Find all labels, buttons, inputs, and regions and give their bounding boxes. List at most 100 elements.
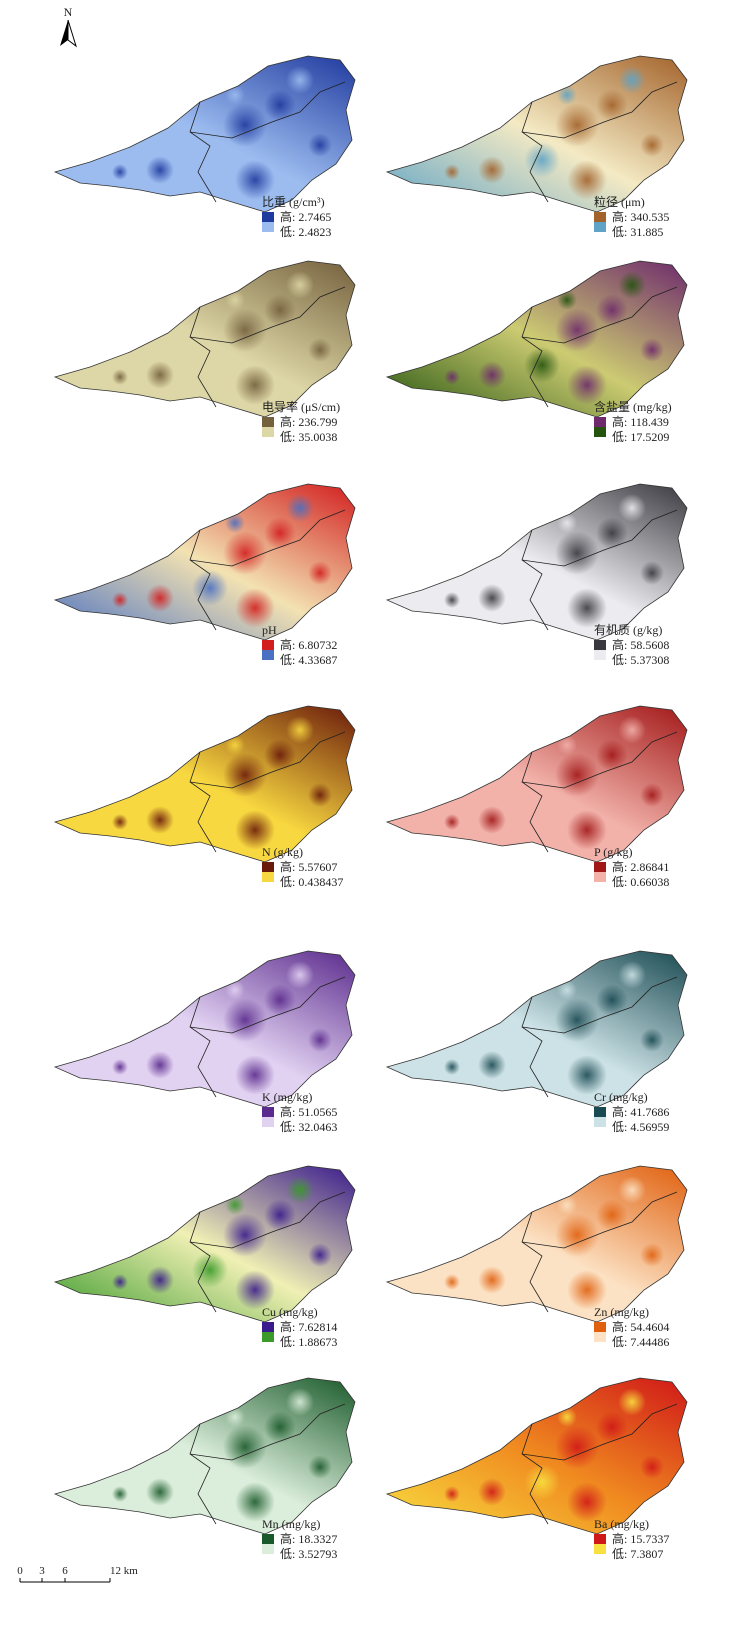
legend-swatch-high (594, 1322, 606, 1332)
legend-title: Cr (mg/kg) (594, 1090, 648, 1104)
blob (557, 1407, 577, 1427)
blob (308, 1455, 332, 1479)
blob (192, 347, 228, 383)
blob (235, 160, 275, 200)
legend-high: 高: 2.7465 (280, 209, 331, 224)
blob (524, 1252, 560, 1288)
blob (264, 89, 296, 121)
blob (555, 998, 599, 1042)
blob (286, 494, 314, 522)
sub-basin-boundary (521, 1191, 678, 1313)
blob (524, 792, 560, 828)
sub-basin-boundary (189, 1191, 346, 1313)
legend-low: 低: 0.438437 (280, 875, 343, 889)
legend-title: N (g/kg) (262, 845, 303, 859)
north-arrow: N (60, 5, 77, 48)
blob (596, 1411, 628, 1443)
blob (235, 1482, 275, 1522)
blob (146, 1266, 174, 1294)
blob (557, 980, 577, 1000)
blob (444, 164, 460, 180)
legend-high: 高: 54.4604 (612, 1319, 669, 1334)
legend-title: K (mg/kg) (262, 1090, 312, 1104)
blob (146, 1051, 174, 1079)
sub-basin-boundary (189, 509, 346, 631)
blob (567, 588, 607, 628)
outline (385, 1165, 688, 1323)
outline (385, 55, 688, 213)
interpolation-blobs (112, 716, 332, 850)
sub-basin-boundary (189, 81, 346, 203)
blob (235, 588, 275, 628)
legend-high: 高: 41.7686 (612, 1104, 669, 1119)
legend-low: 低: 17.5209 (612, 430, 669, 444)
blob (286, 1176, 314, 1204)
blob (223, 103, 267, 147)
legend-high: 高: 6.80732 (280, 637, 337, 652)
interpolation-blobs (112, 961, 332, 1095)
blob (567, 1270, 607, 1310)
interpolation-blobs (444, 494, 664, 628)
blob (555, 308, 599, 352)
legend-swatch-low (262, 1117, 274, 1127)
blob (225, 980, 245, 1000)
outline (385, 1377, 688, 1535)
blob (286, 66, 314, 94)
legend-swatch-low (262, 1332, 274, 1342)
blob (444, 1274, 460, 1290)
blob (286, 1388, 314, 1416)
blob (557, 735, 577, 755)
legend-title: Mn (mg/kg) (262, 1517, 320, 1531)
outline (53, 55, 356, 213)
blob (223, 1425, 267, 1469)
blob (146, 584, 174, 612)
blob (444, 814, 460, 830)
legend-swatch-high (594, 862, 606, 872)
blob (555, 1213, 599, 1257)
outline (53, 260, 356, 418)
legend-high: 高: 15.7337 (612, 1531, 669, 1546)
blob (308, 133, 332, 157)
outline (53, 483, 356, 641)
blob (112, 1486, 128, 1502)
blob (308, 1028, 332, 1052)
blob (308, 338, 332, 362)
blob (308, 783, 332, 807)
blob (478, 1051, 506, 1079)
blob (567, 810, 607, 850)
blob (264, 1411, 296, 1443)
blob (478, 361, 506, 389)
blob (264, 984, 296, 1016)
blob (555, 1425, 599, 1469)
blob (264, 739, 296, 771)
scale-label: 12 km (110, 1565, 138, 1577)
legend-high: 高: 58.5608 (612, 637, 669, 652)
interpolation-blobs (112, 66, 332, 200)
blob (235, 810, 275, 850)
blob (555, 531, 599, 575)
interpolation-blobs (444, 961, 664, 1095)
blob (640, 338, 664, 362)
blob (112, 369, 128, 385)
blob (223, 531, 267, 575)
legend-title: Ba (mg/kg) (594, 1517, 649, 1531)
blob (223, 1213, 267, 1257)
blob (225, 290, 245, 310)
blob (596, 984, 628, 1016)
blob (112, 1059, 128, 1075)
legend-swatch-high (594, 417, 606, 427)
legend-high: 高: 5.57607 (280, 859, 337, 874)
scale-label: 0 (17, 1565, 23, 1577)
blob (112, 814, 128, 830)
blob (524, 347, 560, 383)
legend-swatch-low (262, 427, 274, 437)
blob (192, 1037, 228, 1073)
blob (567, 160, 607, 200)
legend-title: P (g/kg) (594, 845, 633, 859)
